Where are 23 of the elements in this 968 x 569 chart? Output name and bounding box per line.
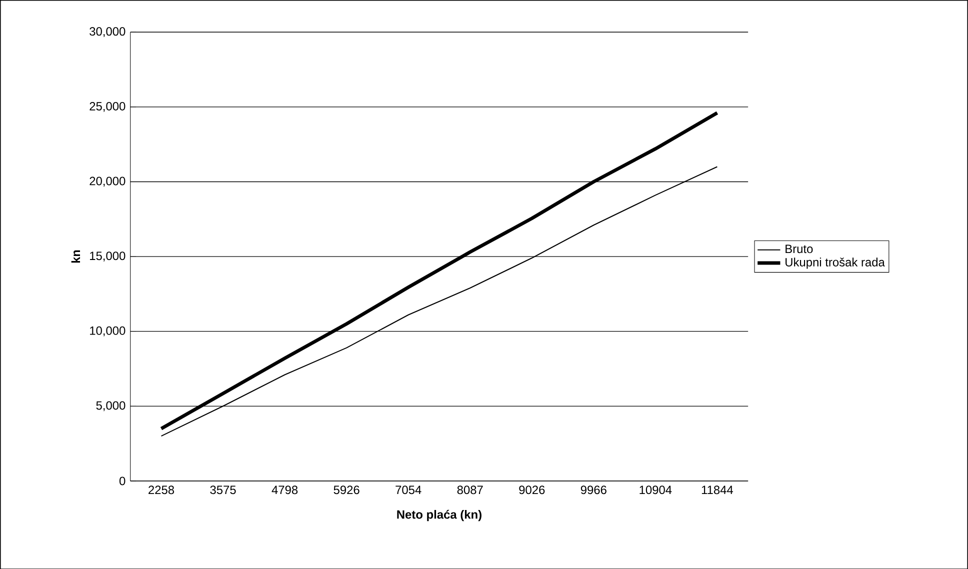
line-series xyxy=(160,166,718,436)
x-axis-title: Neto plaća (kn) xyxy=(397,510,482,521)
y-tick-label: 10,000 xyxy=(90,326,126,336)
x-tick-label: 8087 xyxy=(457,485,483,494)
y-tick-label: 5,000 xyxy=(96,401,126,411)
legend-label: Bruto xyxy=(786,244,813,253)
x-tick-label: 9966 xyxy=(580,485,606,494)
legend-label: Ukupni trošak rada xyxy=(786,257,885,269)
y-tick-label: 30,000 xyxy=(90,26,126,37)
y-tick-label: 20,000 xyxy=(90,176,126,186)
x-tick-label: 3575 xyxy=(210,485,236,494)
x-tick-label: 2258 xyxy=(148,485,174,494)
line-series xyxy=(160,111,719,430)
y-tick-label: 15,000 xyxy=(90,251,126,262)
x-tick-label: 11844 xyxy=(702,485,734,494)
x-tick-label: 9026 xyxy=(519,485,545,494)
x-tick-label: 10904 xyxy=(640,485,672,494)
y-tick-label: 25,000 xyxy=(90,102,126,112)
x-tick-label: 5926 xyxy=(334,485,360,494)
y-axis-title: kn xyxy=(71,250,80,262)
x-tick-label: 4798 xyxy=(272,485,298,494)
x-tick-label: 7054 xyxy=(396,485,422,494)
y-tick-label: 0 xyxy=(119,476,126,486)
